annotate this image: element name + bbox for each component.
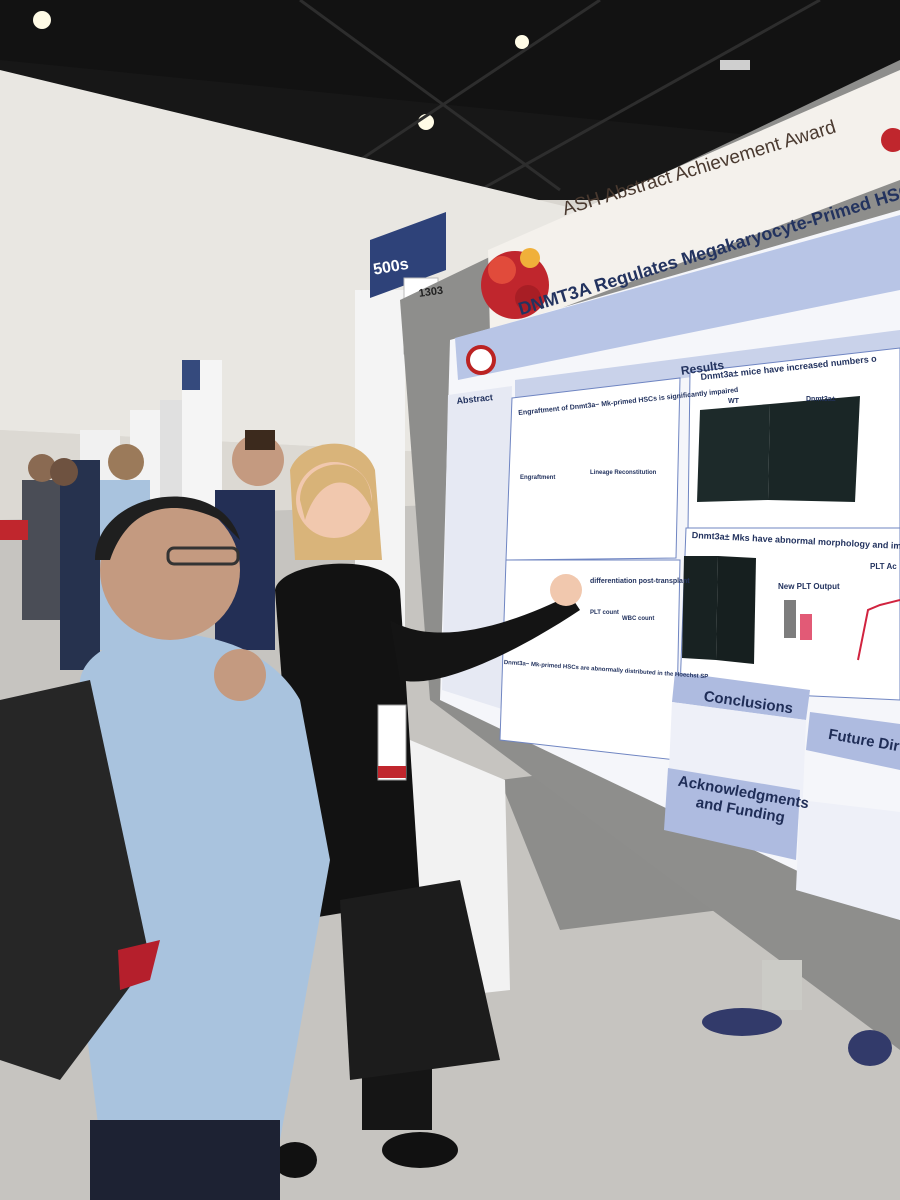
floor-backpack <box>340 880 500 1080</box>
label-wbc-count: WBC count <box>622 616 655 622</box>
label-engraftment-small: Engraftment <box>520 475 556 481</box>
label-plt-output: New PLT Output <box>778 582 840 591</box>
aisle-sign-board <box>370 212 446 298</box>
pointing-hand <box>550 574 582 606</box>
label-lineage: Lineage Reconstitution <box>590 470 657 476</box>
foreground-visitor <box>70 496 330 1200</box>
fluorescence-image-mk-dnmt <box>716 556 756 664</box>
conclusions-header <box>672 672 810 720</box>
future-header <box>806 712 900 770</box>
fluorescence-image-dnmt <box>768 396 860 502</box>
label-plt-count: PLT count <box>590 610 619 616</box>
fluorescence-image-mk-wt <box>682 556 718 660</box>
panel-engraftment <box>505 377 681 561</box>
label-wt: WT <box>728 398 739 405</box>
backpack-red-accent <box>118 940 160 990</box>
university-seal <box>466 345 496 375</box>
panel-hoechst <box>499 559 681 761</box>
results-band <box>515 330 900 400</box>
poster-title-bar <box>455 215 900 380</box>
acknowledgments-box <box>796 800 900 920</box>
label-plt-act: PLT Ac <box>870 562 897 571</box>
award-banner <box>488 70 900 335</box>
visitor-backpack <box>0 680 150 1080</box>
fluorescence-image-wt <box>697 404 770 502</box>
label-differentiation: differentiation post-transplant <box>590 578 690 585</box>
label-dnmt: Dnmt3a± <box>806 396 836 403</box>
plt-act-line <box>857 599 900 661</box>
plt-bar-het <box>800 614 812 640</box>
ash-logo-mark <box>881 128 900 152</box>
bystander-feet <box>702 960 892 1066</box>
ceiling-lights <box>33 11 750 130</box>
plt-bar-wt <box>784 600 796 638</box>
ceiling-wall-edge <box>0 0 900 150</box>
ceiling-trusses <box>299 0 821 192</box>
acknowledgments-header <box>664 768 800 860</box>
